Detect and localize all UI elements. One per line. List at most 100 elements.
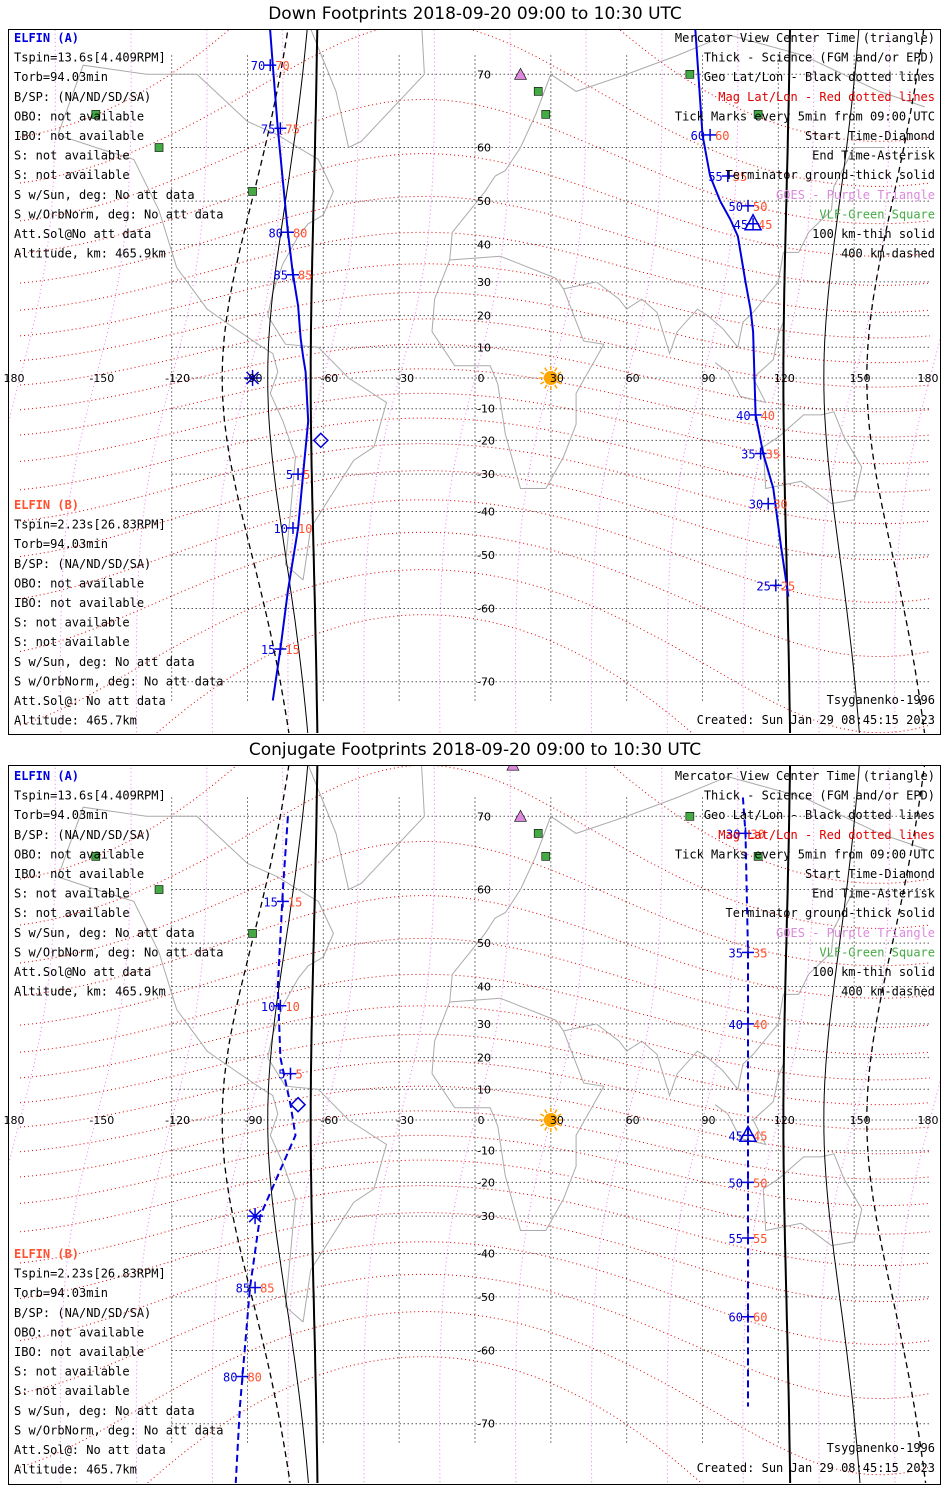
longitude-tick-label: -120 xyxy=(165,1114,190,1127)
legend-entry: Mercator View Center Time (triangle) xyxy=(675,31,935,45)
elfin-a-name: ELFIN (A) xyxy=(14,769,79,783)
sun-ray xyxy=(557,381,562,385)
latitude-tick-label: -40 xyxy=(477,506,495,519)
legend-entry: VLF-Green Square xyxy=(819,945,935,959)
elfin-a-info-line: B/SP: (NA/ND/SD/SA) xyxy=(14,90,151,104)
legend-entry: Mag Lat/Lon - Red dotted lines xyxy=(718,90,935,104)
longitude-tick-label: 120 xyxy=(774,372,795,385)
latitude-tick-label: 20 xyxy=(477,310,491,323)
longitude-tick-label: 180 xyxy=(918,372,939,385)
tick-label-geo: 50 xyxy=(729,200,743,214)
latitude-tick-label: 70 xyxy=(477,68,491,81)
elfin-b-name: ELFIN (B) xyxy=(14,498,79,512)
elfin-a-info-line: Tspin=13.6s[4.409RPM] xyxy=(14,789,166,803)
tick-label-mag: 80 xyxy=(293,226,307,240)
sun-ray xyxy=(557,371,562,375)
mag-latitude-line xyxy=(19,470,931,561)
longitude-tick-label: 180 xyxy=(4,372,25,385)
elfin-a-info-line: Torb=94.03min xyxy=(14,70,108,84)
mag-latitude-line xyxy=(19,30,931,187)
legend-entry: Tick Marks every 5min from 09:00 UTC xyxy=(675,109,935,123)
sun-ray xyxy=(544,367,548,372)
longitude-tick-label: -90 xyxy=(245,372,263,385)
coastline xyxy=(563,147,885,356)
latitude-tick-label: 70 xyxy=(477,810,491,823)
sun-ray xyxy=(557,1113,562,1117)
fov-100km-west xyxy=(267,766,309,1483)
legend-entry: 100 km-thin solid xyxy=(812,227,935,241)
longitude-tick-label: -150 xyxy=(89,1114,114,1127)
latitude-tick-label: -20 xyxy=(477,1176,495,1189)
legend-entry: GOES - Purple Triangle xyxy=(776,926,935,940)
terminator-line-west xyxy=(309,766,319,1483)
vlf-green-square xyxy=(685,812,695,821)
legend-entry: VLF-Green Square xyxy=(819,207,935,221)
tick-label-geo: 75 xyxy=(261,122,275,136)
tick-label-geo: 5 xyxy=(286,468,293,482)
coastline xyxy=(57,134,304,581)
latitude-tick-label: 60 xyxy=(477,884,491,897)
tick-label-mag: 5 xyxy=(303,468,310,482)
longitude-tick-label: 180 xyxy=(918,1114,939,1127)
legend-entry: Start Time-Diamond xyxy=(805,867,935,881)
tick-label-mag: 35 xyxy=(753,946,767,960)
vlf-green-square xyxy=(753,110,763,119)
elfin-a-info-line: OBO: not available xyxy=(14,109,144,123)
tick-label-mag: 50 xyxy=(753,1176,767,1190)
created-timestamp: Created: Sun Jan 29 08:45:15 2023 xyxy=(697,1461,935,1475)
sun-ray xyxy=(554,367,558,372)
terminator-line-east xyxy=(782,766,792,1483)
elfin-a-info-line: IBO: not available xyxy=(14,129,144,143)
elfin-a-info-line: S: not available xyxy=(14,906,130,920)
model-label: Tsyganenko-1996 xyxy=(827,1441,935,1455)
coastline xyxy=(762,411,863,505)
tick-label-mag: 15 xyxy=(285,643,299,657)
sun-ray xyxy=(540,1123,545,1127)
longitude-tick-label: 150 xyxy=(850,1114,871,1127)
sun-ray xyxy=(554,384,558,389)
end-time-asterisk xyxy=(246,371,260,385)
elfin-b-info-line: OBO: not available xyxy=(14,1325,144,1339)
tick-label-geo: 55 xyxy=(729,1232,743,1246)
tick-label-geo: 25 xyxy=(756,579,770,593)
fov-400km-east xyxy=(866,766,927,1483)
elfin-b-info-line: Torb=94.03min xyxy=(14,1286,108,1300)
tick-label-mag: 30 xyxy=(750,827,764,841)
tick-label-geo: 60 xyxy=(691,129,705,143)
tick-label-mag: 85 xyxy=(298,269,312,283)
coastline xyxy=(714,321,784,404)
latitude-tick-label: 60 xyxy=(477,142,491,155)
mag-latitude-line xyxy=(19,263,931,339)
legend-entry: Start Time-Diamond xyxy=(805,129,935,143)
elfin-b-info-line: Altitude: 465.7km xyxy=(14,714,137,728)
subsolar-point-sun-icon xyxy=(543,371,558,385)
elfin-a-info-line: S w/OrbNorm, deg: No att data xyxy=(14,207,224,221)
tick-label-geo: 10 xyxy=(274,522,288,536)
elfin-b-track xyxy=(234,816,297,1483)
tick-label-mag: 75 xyxy=(285,122,299,136)
elfin-a-name: ELFIN (A) xyxy=(14,31,79,45)
longitude-tick-label: 30 xyxy=(550,372,564,385)
mag-latitude-line xyxy=(19,1241,931,1345)
terminator-line-west xyxy=(309,30,319,733)
sun-ray xyxy=(557,1123,562,1127)
tick-label-mag: 30 xyxy=(773,498,787,512)
tick-label-geo: 85 xyxy=(274,269,288,283)
mag-latitude-line xyxy=(19,1311,931,1476)
longitude-tick-label: 150 xyxy=(850,372,871,385)
elfin-a-info-line: S w/OrbNorm, deg: No att data xyxy=(14,945,224,959)
longitude-tick-label: -150 xyxy=(89,372,114,385)
model-label: Tsyganenko-1996 xyxy=(827,693,935,707)
elfin-a-info-line: Tspin=13.6s[4.409RPM] xyxy=(14,51,166,65)
elfin-a-info-line: S: not available xyxy=(14,887,130,901)
elfin-b-name: ELFIN (B) xyxy=(14,1247,79,1261)
fov-100km-east xyxy=(823,766,861,1483)
end-time-asterisk xyxy=(248,1209,262,1223)
vlf-green-square xyxy=(685,70,695,79)
vlf-green-square xyxy=(248,929,257,938)
tick-label-geo: 15 xyxy=(263,895,277,909)
elfin-b-info-line: S: not available xyxy=(14,1365,130,1379)
tick-label-mag: 5 xyxy=(295,1068,302,1082)
sun-ray xyxy=(544,384,548,389)
legend-entry: Geo Lat/Lon - Black dotted lines xyxy=(704,70,935,84)
